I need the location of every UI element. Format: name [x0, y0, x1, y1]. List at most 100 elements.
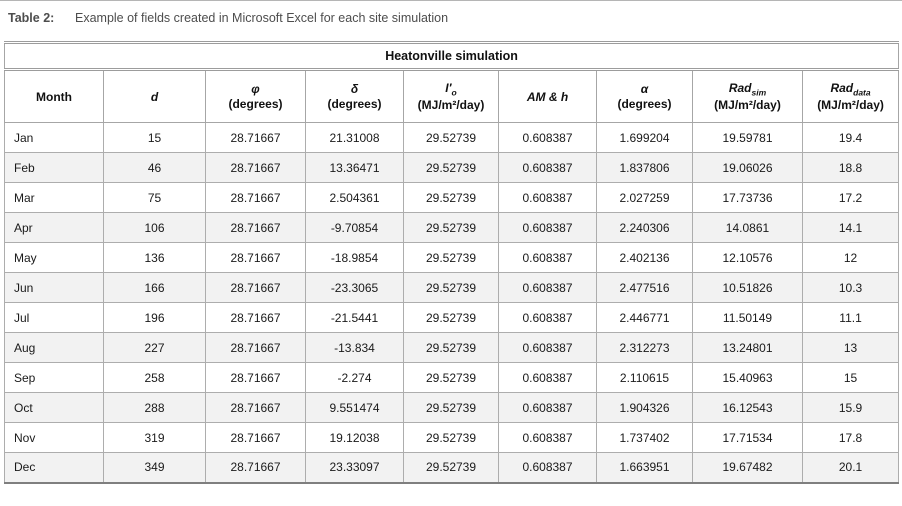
cell-delta: 13.36471: [305, 152, 404, 183]
column-header-phi: φ (degrees): [205, 69, 306, 123]
cell-delta: -23.3065: [305, 272, 404, 303]
cell-rad-data: 19.4: [801, 122, 900, 153]
table-body: Jan 15 28.71667 21.31008 29.52739 0.608387 1.6…: [4, 122, 900, 483]
cell-d: 319: [103, 422, 206, 453]
cell-i-prime-o: 29.52739: [403, 242, 499, 273]
column-header-month: Month: [4, 69, 104, 123]
cell-am-h: 0.608387: [498, 362, 597, 393]
cell-d: 106: [103, 212, 206, 243]
cell-rad-data: 20.1: [801, 452, 900, 483]
cell-delta: -13.834: [305, 332, 404, 363]
cell-alpha: 1.699204: [596, 122, 693, 153]
table-caption: Table 2: Example of fields created in Mi…: [0, 1, 902, 25]
table-row-nov: Nov 319 28.71667 19.12038 29.52739 0.608387 1.…: [4, 422, 900, 453]
cell-delta: 9.551474: [305, 392, 404, 423]
table-row-dec: Dec 349 28.71667 23.33097 29.52739 0.608387 1.…: [4, 452, 900, 483]
cell-d: 227: [103, 332, 206, 363]
cell-rad-sim: 16.12543: [692, 392, 803, 423]
cell-i-prime-o: 29.52739: [403, 332, 499, 363]
cell-phi: 28.71667: [205, 152, 306, 183]
cell-phi: 28.71667: [205, 332, 306, 363]
cell-month: Jul: [4, 302, 104, 333]
column-symbol: δ: [350, 82, 359, 96]
cell-rad-data: 15.9: [801, 392, 900, 423]
column-header-row: Month d φ (degrees) δ (degrees) I′o (MJ/m²/day)…: [4, 69, 900, 123]
cell-rad-sim: 15.40963: [692, 362, 803, 393]
column-header-am-h: AM & h: [498, 69, 597, 123]
cell-d: 166: [103, 272, 206, 303]
cell-rad-data: 10.3: [801, 272, 900, 303]
cell-d: 15: [103, 122, 206, 153]
cell-month: Jan: [4, 122, 104, 153]
cell-delta: -18.9854: [305, 242, 404, 273]
cell-month: Dec: [4, 452, 104, 483]
cell-i-prime-o: 29.52739: [403, 212, 499, 243]
cell-month: Sep: [4, 362, 104, 393]
cell-am-h: 0.608387: [498, 332, 597, 363]
column-symbol: α: [640, 82, 649, 96]
cell-am-h: 0.608387: [498, 302, 597, 333]
cell-month: Apr: [4, 212, 104, 243]
cell-alpha: 1.904326: [596, 392, 693, 423]
cell-alpha: 2.477516: [596, 272, 693, 303]
cell-phi: 28.71667: [205, 302, 306, 333]
column-unit: (degrees): [617, 97, 672, 111]
cell-delta: -21.5441: [305, 302, 404, 333]
column-symbol: AM & h: [526, 89, 569, 104]
cell-rad-sim: 12.10576: [692, 242, 803, 273]
cell-d: 136: [103, 242, 206, 273]
cell-delta: -9.70854: [305, 212, 404, 243]
simulation-table: Heatonville simulation Month d φ (degrees) δ…: [3, 41, 900, 484]
cell-i-prime-o: 29.52739: [403, 452, 499, 483]
cell-month: Feb: [4, 152, 104, 183]
cell-alpha: 2.110615: [596, 362, 693, 393]
table-title: Heatonville simulation: [3, 41, 900, 71]
cell-am-h: 0.608387: [498, 452, 597, 483]
cell-rad-data: 18.8: [801, 152, 900, 183]
cell-month: Nov: [4, 422, 104, 453]
cell-rad-sim: 13.24801: [692, 332, 803, 363]
table-row-jan: Jan 15 28.71667 21.31008 29.52739 0.608387 1.6…: [4, 122, 900, 153]
cell-rad-sim: 19.67482: [692, 452, 803, 483]
column-symbol: φ: [251, 82, 260, 96]
cell-d: 258: [103, 362, 206, 393]
cell-phi: 28.71667: [205, 422, 306, 453]
cell-alpha: 2.402136: [596, 242, 693, 273]
cell-alpha: 1.837806: [596, 152, 693, 183]
cell-am-h: 0.608387: [498, 422, 597, 453]
cell-phi: 28.71667: [205, 272, 306, 303]
column-unit: (degrees): [228, 97, 283, 111]
cell-rad-data: 17.8: [801, 422, 900, 453]
column-header-i-prime-o: I′o (MJ/m²/day): [403, 69, 499, 123]
cell-d: 196: [103, 302, 206, 333]
cell-rad-data: 11.1: [801, 302, 900, 333]
column-subscript: sim: [751, 87, 767, 98]
column-unit: (degrees): [327, 97, 382, 111]
cell-month: Aug: [4, 332, 104, 363]
cell-delta: 2.504361: [305, 182, 404, 213]
column-header-delta: δ (degrees): [305, 69, 404, 123]
cell-rad-data: 14.1: [801, 212, 900, 243]
cell-phi: 28.71667: [205, 122, 306, 153]
cell-am-h: 0.608387: [498, 272, 597, 303]
table-row-feb: Feb 46 28.71667 13.36471 29.52739 0.608387 1.8…: [4, 152, 900, 183]
cell-d: 349: [103, 452, 206, 483]
cell-alpha: 2.240306: [596, 212, 693, 243]
cell-rad-sim: 19.59781: [692, 122, 803, 153]
cell-rad-data: 17.2: [801, 182, 900, 213]
cell-d: 46: [103, 152, 206, 183]
table-caption-text: Example of fields created in Microsoft E…: [75, 11, 449, 25]
cell-month: Jun: [4, 272, 104, 303]
cell-d: 75: [103, 182, 206, 213]
column-subscript: data: [853, 87, 871, 98]
cell-rad-sim: 10.51826: [692, 272, 803, 303]
column-symbol: d: [150, 89, 159, 104]
cell-delta: 19.12038: [305, 422, 404, 453]
column-header-rad-sim: Radsim (MJ/m²/day): [692, 69, 803, 123]
column-header-alpha: α (degrees): [596, 69, 693, 123]
cell-month: May: [4, 242, 104, 273]
table-row-may: May 136 28.71667 -18.9854 29.52739 0.608387 2.…: [4, 242, 900, 273]
cell-month: Mar: [4, 182, 104, 213]
column-unit: (MJ/m²/day): [417, 98, 485, 113]
cell-rad-sim: 17.71534: [692, 422, 803, 453]
